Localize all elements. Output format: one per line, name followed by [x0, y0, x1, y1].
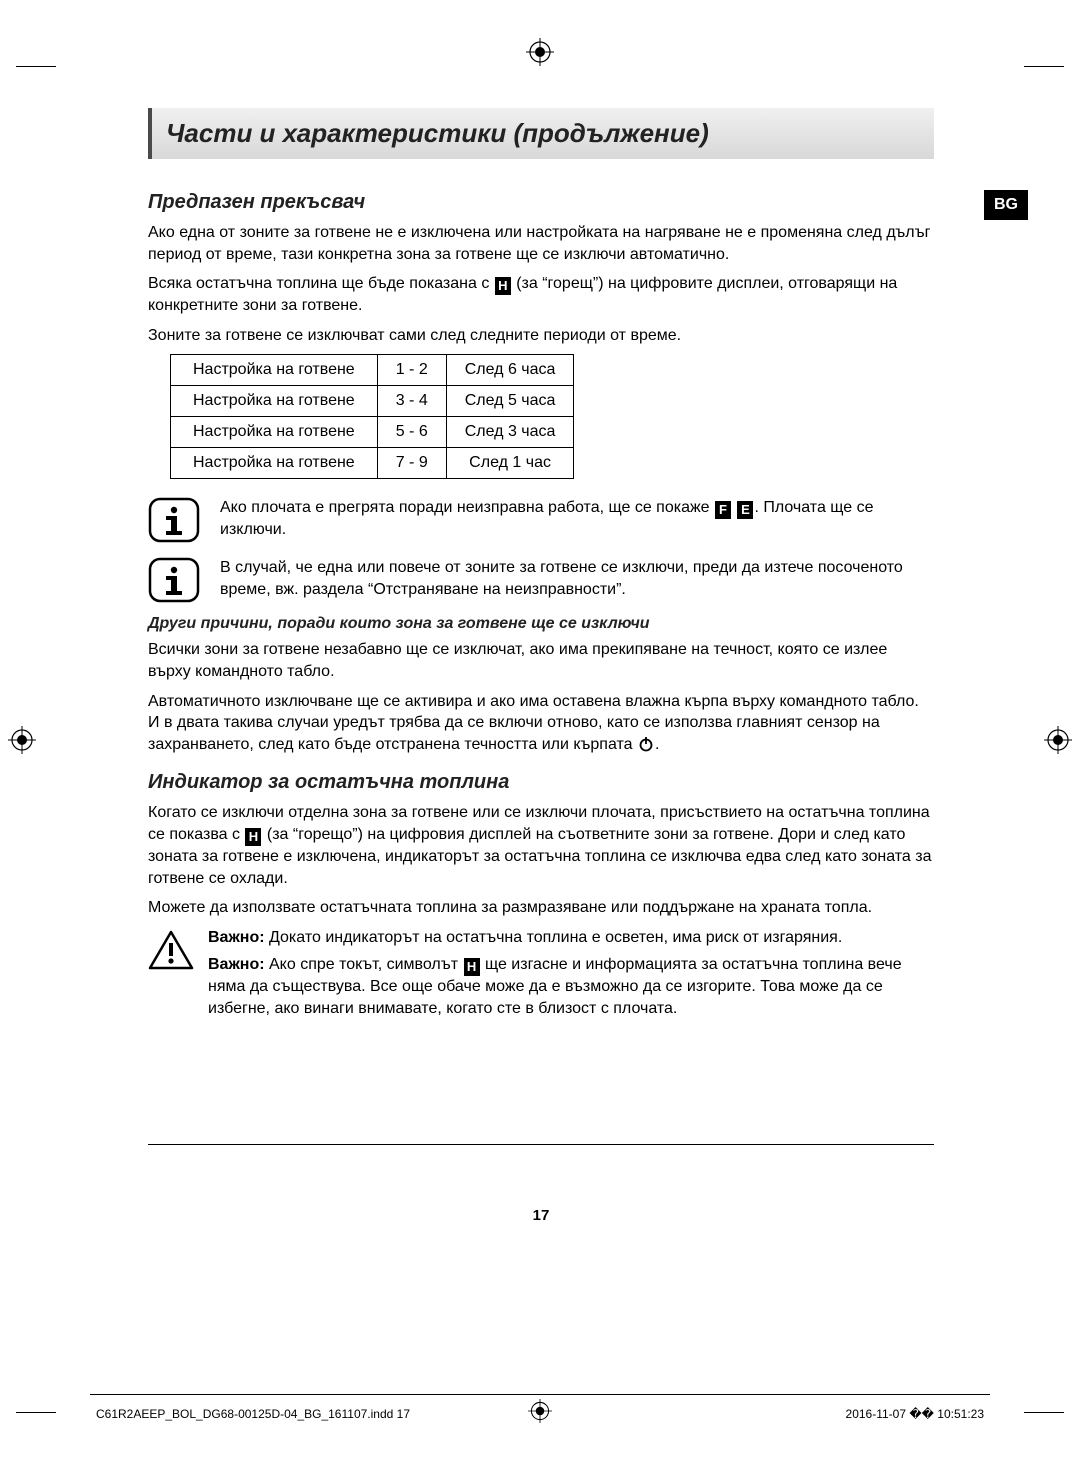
crop-mark	[16, 1412, 56, 1413]
footer-timestamp: 2016-11-07 �� 10:51:23	[846, 1407, 984, 1421]
power-icon	[638, 736, 654, 752]
table-cell: Настройка на готвене	[171, 417, 378, 448]
footer-rule	[90, 1394, 990, 1395]
warning-note: Важно: Докато индикаторът на остатъчна т…	[148, 927, 934, 1020]
text: .	[655, 736, 659, 753]
info-note: В случай, че една или повече от зоните з…	[148, 557, 934, 603]
paragraph: Всички зони за готвене незабавно ще се и…	[148, 639, 934, 682]
table-cell: 5 - 6	[377, 417, 446, 448]
info-note-text: В случай, че една или повече от зоните з…	[220, 557, 934, 600]
table-cell: 3 - 4	[377, 386, 446, 417]
warning-text: Важно: Докато индикаторът на остатъчна т…	[208, 927, 934, 1020]
footer-filename: C61R2AEEP_BOL_DG68-00125D-04_BG_161107.i…	[96, 1407, 410, 1421]
display-glyph-h: H	[245, 828, 261, 846]
display-glyph: F	[715, 501, 731, 519]
paragraph: Всяка остатъчна топлина ще бъде показана…	[148, 273, 934, 317]
page-content: Части и характеристики (продължение) BG …	[148, 108, 934, 1224]
registration-mark-left	[8, 726, 36, 754]
text: Ако спре токът, символът	[265, 956, 463, 973]
text: Автоматичното изключване ще се активира …	[148, 693, 919, 753]
warning-icon	[148, 929, 194, 971]
table-row: Настройка на готвене 7 - 9 След 1 час	[171, 448, 574, 479]
section-subheading: Други причини, поради които зона за готв…	[148, 615, 934, 633]
paragraph: Автоматичното изключване ще се активира …	[148, 691, 934, 756]
text: Ако плочата е прегрята поради неизправна…	[220, 499, 714, 516]
text: Докато индикаторът на остатъчна топлина …	[265, 929, 843, 946]
display-glyph: E	[737, 501, 753, 519]
table-cell: Настройка на готвене	[171, 386, 378, 417]
text: Всяка остатъчна топлина ще бъде показана…	[148, 275, 494, 292]
language-tab: BG	[984, 190, 1028, 220]
table-cell: Настройка на готвене	[171, 355, 378, 386]
table-cell: След 5 часа	[446, 386, 574, 417]
info-icon	[148, 497, 200, 543]
table-cell: След 6 часа	[446, 355, 574, 386]
table-cell: След 3 часа	[446, 417, 574, 448]
paragraph: Можете да използвате остатъчната топлина…	[148, 897, 934, 919]
divider	[148, 1144, 934, 1145]
auto-off-table: Настройка на готвене 1 - 2 След 6 часа Н…	[170, 354, 574, 479]
text: (за “горещо”) на цифровия дисплей на съо…	[148, 826, 932, 887]
paragraph: Когато се изключи отделна зона за готвен…	[148, 802, 934, 889]
registration-mark-right	[1044, 726, 1072, 754]
paragraph: Ако една от зоните за готвене не е изклю…	[148, 222, 934, 265]
crop-mark	[16, 66, 56, 67]
warning-label: Важно:	[208, 929, 265, 946]
table-cell: 1 - 2	[377, 355, 446, 386]
table-row: Настройка на готвене 5 - 6 След 3 часа	[171, 417, 574, 448]
warning-label: Важно:	[208, 956, 265, 973]
display-glyph-h: H	[464, 958, 480, 976]
registration-mark-top	[526, 38, 554, 66]
page-title-band: Части и характеристики (продължение)	[148, 108, 934, 159]
section-heading-residual-heat: Индикатор за остатъчна топлина	[148, 771, 934, 794]
display-glyph-h: H	[495, 277, 511, 295]
registration-mark-bottom	[528, 1399, 552, 1423]
table-cell: 7 - 9	[377, 448, 446, 479]
table-row: Настройка на готвене 1 - 2 След 6 часа	[171, 355, 574, 386]
table-cell: Настройка на готвене	[171, 448, 378, 479]
info-note: Ако плочата е прегрята поради неизправна…	[148, 497, 934, 543]
table-row: Настройка на готвене 3 - 4 След 5 часа	[171, 386, 574, 417]
paragraph: Зоните за готвене се изключват сами след…	[148, 325, 934, 347]
crop-mark	[1024, 66, 1064, 67]
crop-mark	[1024, 1412, 1064, 1413]
info-note-text: Ако плочата е прегрята поради неизправна…	[220, 497, 934, 541]
table-cell: След 1 час	[446, 448, 574, 479]
page-number: 17	[148, 1207, 934, 1224]
section-heading-safety-switch: Предпазен прекъсвач	[148, 191, 934, 214]
info-icon	[148, 557, 200, 603]
page-title: Части и характеристики (продължение)	[166, 118, 709, 148]
